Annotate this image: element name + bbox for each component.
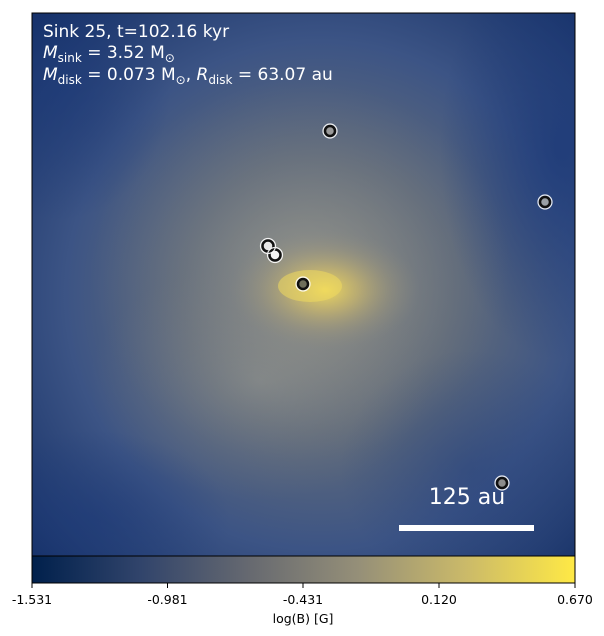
sink-marker	[323, 124, 337, 138]
colorbar-tick-label: 0.670	[557, 592, 593, 607]
colorbar-tick-labels: -1.531 -0.981 -0.431 0.120 0.670	[12, 592, 593, 607]
scale-bar-label: 125 au	[429, 485, 505, 510]
annotation-line-1: Sink 25, t=102.16 kyr	[43, 22, 229, 42]
sink-marker	[538, 195, 552, 209]
scale-bar	[399, 525, 534, 531]
annotation-line-3: Mdisk = 0.073 M⊙, Rdisk = 63.07 au	[43, 65, 333, 87]
colorbar-label: log(B) [G]	[273, 611, 334, 626]
colorbar-tick-label: -0.431	[283, 592, 323, 607]
annotation-line-2: Msink = 3.52 M⊙	[43, 43, 175, 65]
sink-markers	[261, 124, 552, 490]
sink-marker	[268, 248, 282, 262]
sink-marker	[296, 277, 310, 291]
colorbar-tick-label: 0.120	[421, 592, 457, 607]
colorbar	[31, 555, 576, 584]
colorbar-tick-label: -1.531	[12, 592, 52, 607]
colorbar-tick-label: -0.981	[147, 592, 187, 607]
sink-marker	[495, 476, 509, 490]
colorbar-ticks	[31, 583, 576, 588]
field-map	[32, 13, 575, 556]
annotation-block: Sink 25, t=102.16 kyr Msink = 3.52 M⊙ Md…	[43, 22, 333, 87]
sink-marker-halos	[259, 123, 553, 491]
